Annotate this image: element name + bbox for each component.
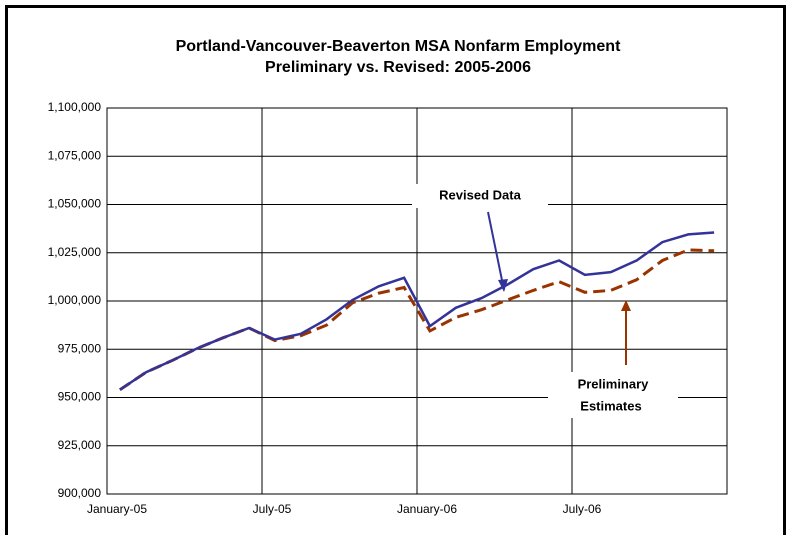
y-tick-label: 1,025,000 <box>48 245 102 259</box>
y-tick-label: 975,000 <box>58 341 102 355</box>
annotation-arrow <box>487 211 505 291</box>
x-tick-label: January-06 <box>397 502 457 516</box>
y-tick-label: 925,000 <box>58 438 102 452</box>
x-tick-label: July-06 <box>563 502 602 516</box>
y-tick-label: 950,000 <box>58 390 102 404</box>
arrow-head <box>621 300 631 311</box>
y-tick-label: 1,075,000 <box>48 148 102 162</box>
frame <box>5 5 786 535</box>
y-tick-label: 1,050,000 <box>48 197 102 211</box>
series-line <box>119 231 715 391</box>
y-tick-label: 1,100,000 <box>48 100 102 114</box>
x-tick-label: January-05 <box>87 502 147 516</box>
annotation-box <box>548 372 678 418</box>
annotation-box <box>412 184 548 208</box>
y-tick-label: 900,000 <box>58 486 102 500</box>
plot-border <box>106 107 728 495</box>
y-tick-label: 1,000,000 <box>48 293 102 307</box>
x-tick-label: July-05 <box>253 502 292 516</box>
annotation: Preliminary <box>578 376 650 391</box>
chart-subtitle: Preliminary vs. Revised: 2005-2006 <box>265 59 531 76</box>
annotation: Estimates <box>580 398 641 413</box>
chart-title: Portland-Vancouver-Beaverton MSA Nonfarm… <box>176 38 621 55</box>
arrow-head <box>498 279 508 292</box>
annotation: Revised Data <box>439 187 521 202</box>
